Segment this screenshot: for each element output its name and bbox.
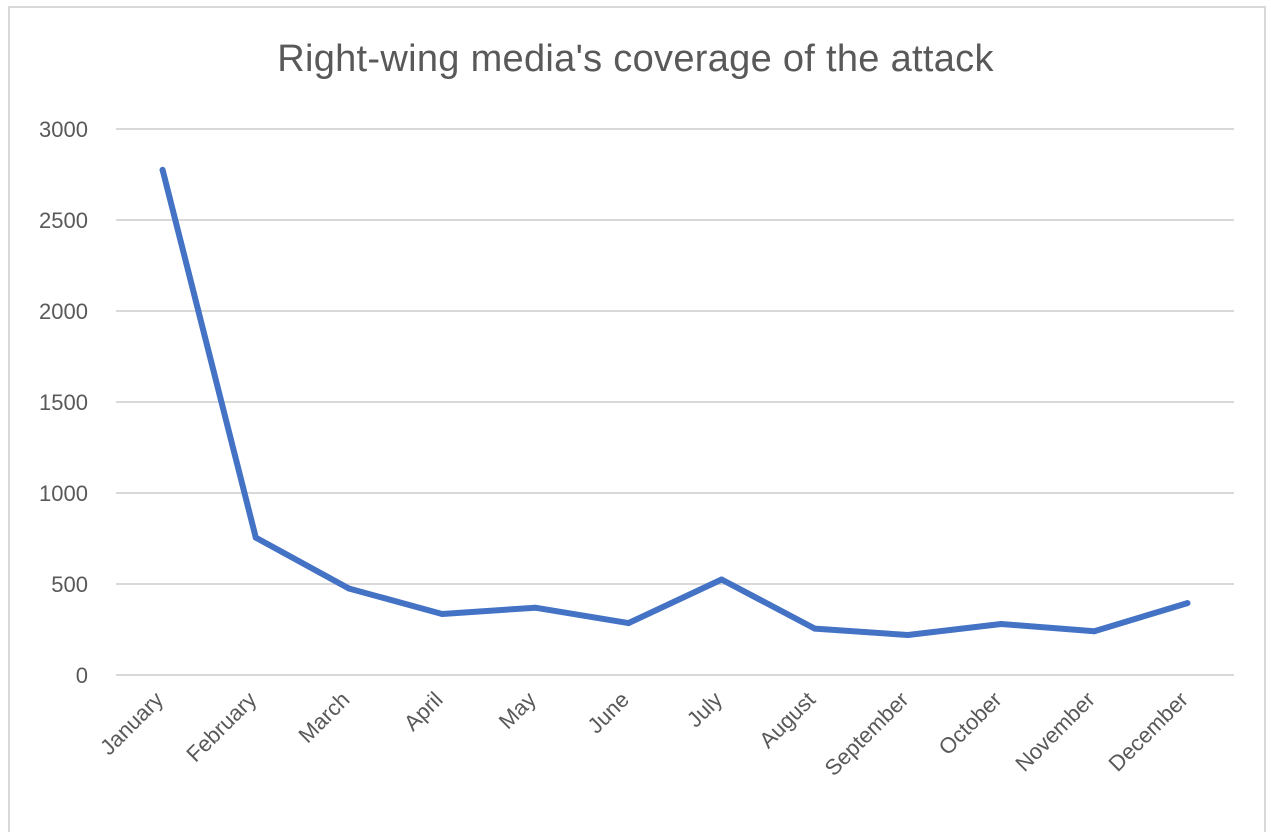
data-point-august [811, 625, 818, 632]
y-tick-label: 2500 [39, 208, 88, 233]
x-tick-label: January [95, 687, 168, 760]
series-layer [159, 166, 1191, 638]
gridlines [116, 128, 1234, 676]
y-tick-label: 1000 [39, 481, 88, 506]
x-tick-label: May [494, 687, 541, 734]
data-point-october [998, 621, 1005, 627]
data-point-april [439, 611, 446, 617]
x-tick-label: September [820, 687, 914, 781]
x-tick-label: February [181, 687, 261, 767]
data-point-july [718, 576, 725, 583]
y-tick-label: 3000 [39, 117, 88, 142]
y-tick-label: 2000 [39, 299, 88, 324]
data-point-november [1091, 628, 1098, 635]
data-point-may [532, 604, 539, 611]
y-tick-label: 1500 [39, 390, 88, 415]
data-point-september [904, 632, 911, 638]
series-line [159, 166, 1191, 638]
data-point-january [159, 166, 166, 173]
y-tick-label: 500 [51, 572, 88, 597]
x-tick-label: October [934, 687, 1007, 760]
x-tick-label: June [583, 687, 634, 738]
x-tick-label: March [294, 687, 355, 748]
x-tick-label: April [399, 687, 448, 736]
chart-title: Right-wing media's coverage of the attac… [277, 38, 994, 80]
x-axis-tick-labels: January February March April May June July Augu… [95, 687, 1193, 781]
x-tick-label: November [1010, 687, 1099, 776]
y-axis-tick-labels: 0 500 1000 1500 2000 2500 3000 [39, 117, 88, 688]
chart-frame [8, 6, 1266, 832]
x-tick-label: August [754, 687, 820, 753]
y-tick-label: 0 [76, 663, 88, 688]
data-point-december [1184, 600, 1191, 607]
data-point-march [345, 585, 352, 592]
data-point-february [252, 534, 259, 541]
data-point-june [625, 620, 632, 627]
x-tick-label: December [1104, 687, 1193, 776]
x-tick-label: July [682, 687, 727, 732]
